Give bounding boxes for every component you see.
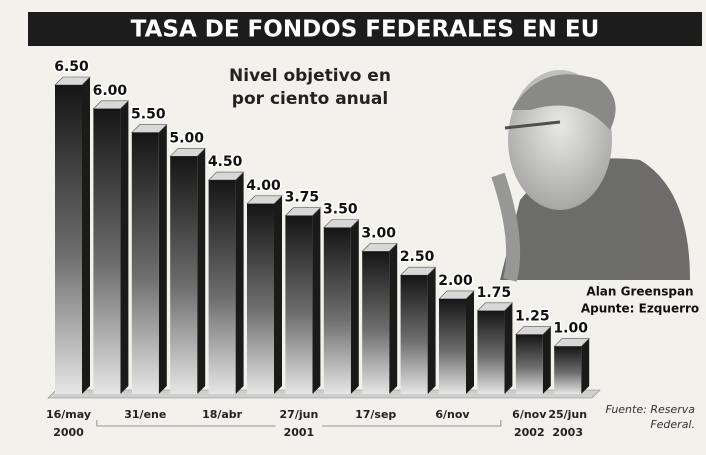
value-label: 6.50 xyxy=(54,59,89,75)
bar-side xyxy=(466,291,474,394)
bar-side xyxy=(82,77,90,394)
bar-side xyxy=(543,327,551,394)
bar xyxy=(170,156,197,394)
value-label: 3.75 xyxy=(285,190,320,206)
value-label: 6.00 xyxy=(93,83,128,99)
bar-side xyxy=(312,208,320,394)
x-tick-label: 6/nov xyxy=(435,408,470,421)
bar xyxy=(93,109,120,394)
x-tick-label: 17/sep xyxy=(355,408,396,421)
year-label: 2001 xyxy=(284,426,315,439)
bar-side xyxy=(159,125,167,394)
value-label: 3.50 xyxy=(323,202,358,218)
year-label: 2000 xyxy=(53,426,84,439)
bar xyxy=(554,346,581,394)
bar-side xyxy=(351,220,359,394)
x-tick-label: 16/may xyxy=(46,408,91,421)
x-tick-label: 18/abr xyxy=(202,408,243,421)
credit: Alan Greenspan xyxy=(586,285,693,299)
value-label: 5.50 xyxy=(131,107,166,123)
bar xyxy=(324,228,351,394)
value-label: 4.50 xyxy=(208,154,243,170)
bar xyxy=(132,133,159,394)
source: Federal. xyxy=(650,418,695,431)
bar-side xyxy=(120,101,128,394)
subtitle: Nivel objetivo en xyxy=(229,66,391,86)
x-tick-label: 31/ene xyxy=(124,408,166,421)
value-label: 3.00 xyxy=(361,225,396,241)
bar xyxy=(516,335,543,394)
subtitle: por ciento anual xyxy=(232,89,388,109)
bar xyxy=(401,275,428,394)
bar-side xyxy=(389,243,397,394)
chart: TASA DE FONDOS FEDERALES EN EU Nivel obj… xyxy=(0,0,706,455)
year-label: 2002 xyxy=(514,426,545,439)
value-label: 4.00 xyxy=(246,178,281,194)
credit: Apunte: Ezquerro xyxy=(581,302,699,316)
value-label: 5.00 xyxy=(169,130,204,146)
value-label: 1.25 xyxy=(515,309,550,325)
value-label: 2.00 xyxy=(438,273,473,289)
x-tick-label: 6/nov xyxy=(512,408,547,421)
bar xyxy=(285,216,312,394)
value-label: 1.75 xyxy=(477,285,512,301)
bar xyxy=(439,299,466,394)
bar-side xyxy=(236,172,244,394)
source: Fuente: Reserva xyxy=(605,403,695,416)
bar xyxy=(209,180,236,394)
bar xyxy=(477,311,504,394)
bar-side xyxy=(428,267,436,394)
x-tick-label: 25/jun xyxy=(548,408,587,421)
page: TASA DE FONDOS FEDERALES EN EU Nivel obj… xyxy=(0,0,706,455)
bar-side xyxy=(197,148,205,394)
bar-side xyxy=(581,338,589,394)
bar xyxy=(247,204,274,394)
bar-side xyxy=(504,303,512,394)
value-label: 1.00 xyxy=(553,320,588,336)
bar xyxy=(55,85,82,394)
bar xyxy=(362,251,389,394)
chart-title: TASA DE FONDOS FEDERALES EN EU xyxy=(131,17,600,43)
bar-side xyxy=(274,196,282,394)
x-tick-label: 27/jun xyxy=(280,408,319,421)
year-label: 2003 xyxy=(552,426,583,439)
value-label: 2.50 xyxy=(400,249,435,265)
